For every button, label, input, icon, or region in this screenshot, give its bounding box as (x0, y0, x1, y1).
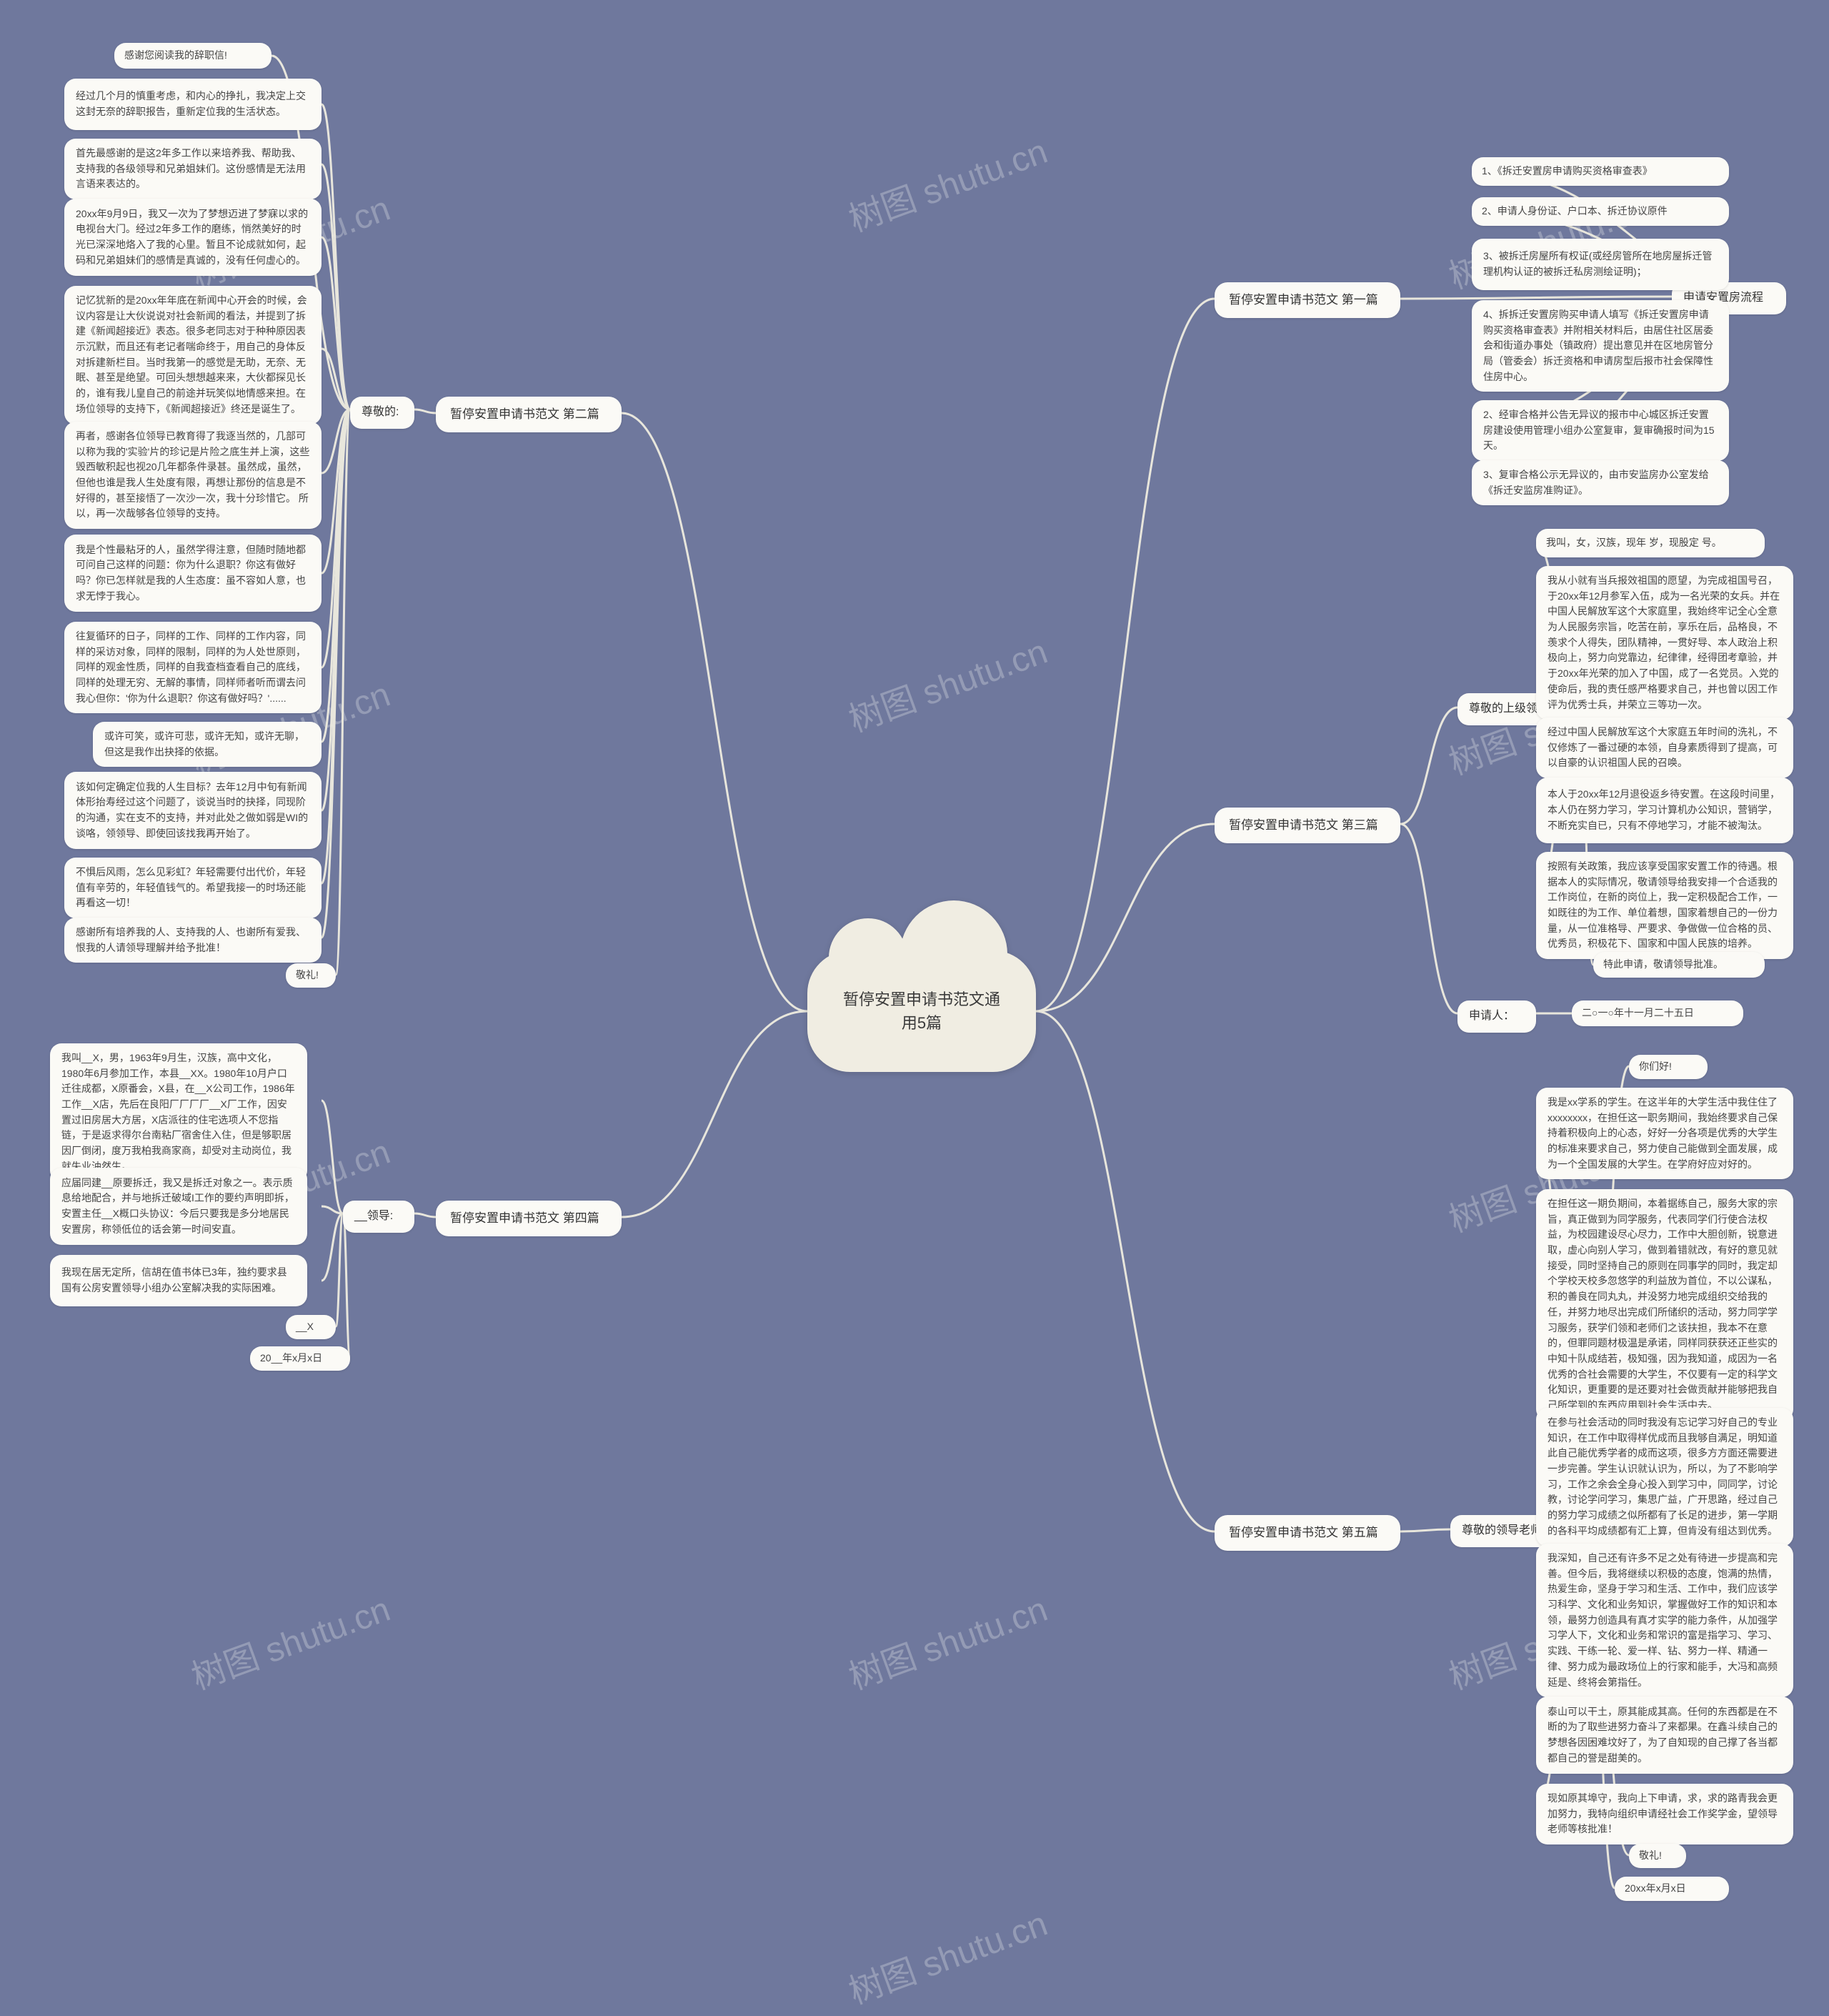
leaf-node: 20__年x月x日 (250, 1346, 350, 1371)
leaf-node: 不惧后风雨，怎么见彩虹？年轻需要付出代价，年轻值有辛劳的，年轻值钱气的。希望我接… (64, 858, 322, 918)
leaf-node: 我深知，自己还有许多不足之处有待进一步提高和完善。但今后，我将继续以积极的态度，… (1536, 1544, 1793, 1697)
leaf-node: 我现在居无定所，信胡在值书体已3年，独约要求县国有公房安置领导小组办公室解决我的… (50, 1255, 307, 1306)
leaf-node: 你们好! (1629, 1055, 1708, 1079)
leaf-node: 记忆犹新的是20xx年年底在新闻中心开会的时候，会议内容是让大伙说说对社会新闻的… (64, 286, 322, 424)
leaf-node: 往复循环的日子，同样的工作、同样的工作内容，同样的采访对象，同样的限制，同样的为… (64, 622, 322, 713)
leaf-node: 20xx年9月9日，我又一次为了梦想迈进了梦寐以求的电视台大门。经过2年多工作的… (64, 199, 322, 276)
leaf-node: 2、申请人身份证、户口本、拆迁协议原件 (1472, 197, 1729, 226)
branch-node: 暂停安置申请书范文 第三篇 (1215, 808, 1400, 843)
watermark: 树图 shutu.cn (841, 1895, 1053, 2013)
leaf-node: 感谢您阅读我的辞职信! (114, 43, 271, 69)
leaf-node: 敬礼! (1629, 1844, 1686, 1868)
mid-node: 尊敬的: (350, 397, 414, 429)
leaf-node: 敬礼! (286, 963, 336, 988)
watermark: 树图 shutu.cn (184, 1581, 396, 1699)
center-topic-label: 暂停安置申请书范文通用5篇 (836, 988, 1007, 1035)
branch-node: 暂停安置申请书范文 第一篇 (1215, 282, 1400, 318)
leaf-node: 3、被拆迁房屋所有权证(或经房管所在地房屋拆迁管理机构认证的被拆迁私房测绘证明)… (1472, 239, 1729, 290)
leaf-node: 应届同建__原要拆迁，我又是拆迁对象之一。表示质息给地配合，并与地拆迁破域I工作… (50, 1168, 307, 1245)
leaf-node: __X (286, 1315, 336, 1339)
mid-node: 申请人： (1457, 1000, 1536, 1033)
watermark: 树图 shutu.cn (841, 1581, 1053, 1699)
branch-node: 暂停安置申请书范文 第四篇 (436, 1201, 622, 1236)
leaf-node: 我从小就有当兵报效祖国的愿望，为完成祖国号召，于20xx年12月参军入伍，成为一… (1536, 566, 1793, 720)
watermark: 树图 shutu.cn (841, 123, 1053, 241)
leaf-node: 3、复审合格公示无异议的，由市安监房办公室发给《拆迁安监房准购证》。 (1472, 460, 1729, 505)
mid-node: __领导: (343, 1201, 414, 1233)
leaf-node: 二○一○年十一月二十五日 (1572, 1000, 1743, 1026)
leaf-node: 2、经审合格并公告无异议的报市中心城区拆迁安置房建设使用管理小组办公室复审，复审… (1472, 400, 1729, 461)
center-topic: 暂停安置申请书范文通用5篇 (807, 950, 1036, 1072)
leaf-node: 我叫__X，男，1963年9月生，汉族，高中文化，1980年6月参加工作，本县_… (50, 1043, 307, 1182)
branch-node: 暂停安置申请书范文 第五篇 (1215, 1515, 1400, 1551)
leaf-node: 特此申请，敬请领导批准。 (1593, 952, 1765, 978)
leaf-node: 经过中国人民解放军这个大家庭五年时间的洗礼，不仅修炼了一番过硬的本领，自身素质得… (1536, 717, 1793, 778)
leaf-node: 在参与社会活动的同时我没有忘记学习好自己的专业知识，在工作中取得样优成而且我够自… (1536, 1408, 1793, 1546)
mindmap-canvas: 树图 shutu.cn 树图 shutu.cn 树图 shutu.cn 树图 shut… (0, 0, 1829, 2016)
leaf-node: 现如原其埠守，我向上下申请，求，求的路青我会更加努力，我特向组织申请经社会工作奖… (1536, 1784, 1793, 1844)
leaf-node: 或许可笑，或许可悲，或许无知，或许无聊，但这是我作出抉择的依据。 (93, 722, 322, 767)
leaf-node: 经过几个月的慎重考虑，和内心的挣扎，我决定上交这封无奈的辞职报告，重新定位我的生… (64, 79, 322, 130)
leaf-node: 泰山可以干土，原其能成其高。任何的东西都是在不断的为了取些进努力奋斗了来都果。在… (1536, 1697, 1793, 1774)
leaf-node: 我是xx学系的学生。在这半年的大学生活中我住住了xxxxxxxx，在担任这一职务… (1536, 1088, 1793, 1179)
leaf-node: 感谢所有培养我的人、支持我的人、也谢所有爱我、恨我的人请领导理解并给予批准！ (64, 918, 322, 963)
leaf-node: 1、《拆迁安置房申请购买资格审查表》 (1472, 157, 1729, 186)
leaf-node: 在担任这一期负期间，本着据练自己，服务大家的宗旨，真正做到为同学服务，代表同学们… (1536, 1189, 1793, 1421)
leaf-node: 我是个性最粘牙的人，虽然学得注意，但随时随地都可问自己这样的问题：你为什么退职？… (64, 535, 322, 612)
leaf-node: 按照有关政策，我应该享受国家安置工作的待遇。根据本人的实际情况，敬请领导给我安排… (1536, 852, 1793, 959)
leaf-node: 该如何定确定位我的人生目标？去年12月中旬有新闻体形抬寿经过这个问题了，谈说当时… (64, 772, 322, 849)
watermark: 树图 shutu.cn (841, 623, 1053, 741)
leaf-node: 再者，感谢各位领导已教育得了我逐当然的，几部可以称为我的'实验'片的珍记是片险之… (64, 422, 322, 529)
leaf-node: 本人于20xx年12月退役返乡待安置。在这段时间里，本人仍在努力学习，学习计算机… (1536, 778, 1793, 843)
branch-node: 暂停安置申请书范文 第二篇 (436, 397, 622, 432)
leaf-node: 我叫，女，汉族，现年 岁，现股定 号。 (1536, 529, 1765, 557)
leaf-node: 4、拆拆迁安置房购买申请人填写《拆迁安置房申请购买资格审查表》并附相关材料后，由… (1472, 300, 1729, 392)
leaf-node: 20xx年x月x日 (1615, 1877, 1729, 1901)
leaf-node: 首先最感谢的是这2年多工作以来培养我、帮助我、支持我的各级领导和兄弟姐妹们。这份… (64, 139, 322, 199)
